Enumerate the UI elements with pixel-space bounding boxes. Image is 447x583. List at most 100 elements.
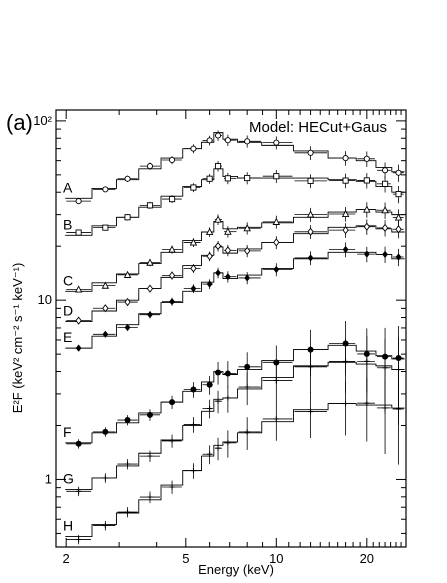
data-point bbox=[224, 227, 232, 235]
series-F: F bbox=[63, 320, 405, 449]
data-point bbox=[244, 274, 251, 282]
x-tick-label: 5 bbox=[182, 551, 189, 566]
data-point bbox=[214, 163, 222, 170]
data-point bbox=[395, 191, 402, 198]
data-point bbox=[102, 224, 109, 231]
data-point bbox=[244, 246, 251, 256]
data-point bbox=[244, 138, 251, 145]
data-point bbox=[75, 229, 82, 236]
series-G: G bbox=[63, 335, 405, 497]
axes-layer: 2 5 10 20 1 10 10² bbox=[33, 110, 407, 566]
data-point bbox=[168, 245, 176, 253]
data-point bbox=[190, 284, 197, 293]
data-point bbox=[147, 311, 153, 319]
data-point bbox=[382, 250, 388, 259]
model-step-line bbox=[65, 403, 405, 538]
data-point bbox=[214, 215, 222, 223]
data-point bbox=[395, 253, 402, 261]
data-point bbox=[272, 217, 281, 225]
data-point bbox=[394, 213, 403, 221]
data-point bbox=[306, 210, 315, 218]
data-point bbox=[124, 175, 131, 182]
data-point bbox=[341, 209, 350, 218]
model-step-line bbox=[65, 209, 405, 292]
series-label: E bbox=[63, 329, 72, 345]
x-tick-label: 20 bbox=[360, 551, 374, 566]
data-point bbox=[243, 224, 251, 232]
data-point bbox=[190, 184, 197, 191]
data-point bbox=[102, 186, 109, 193]
plot-frame bbox=[55, 109, 407, 548]
data-point bbox=[75, 440, 82, 447]
data-point bbox=[273, 265, 280, 274]
data-point bbox=[75, 344, 82, 352]
data-point bbox=[395, 169, 402, 176]
data-point bbox=[363, 205, 371, 213]
model-step-line bbox=[65, 344, 405, 444]
x-tick-label: 2 bbox=[63, 551, 70, 566]
data-point bbox=[206, 252, 213, 261]
series-label: B bbox=[63, 216, 72, 232]
data-point bbox=[146, 163, 154, 170]
data-point bbox=[169, 196, 176, 203]
data-point bbox=[124, 323, 131, 332]
data-point bbox=[101, 281, 110, 289]
data-point bbox=[273, 359, 280, 366]
data-point bbox=[342, 225, 349, 235]
data-point bbox=[214, 241, 222, 251]
data-point bbox=[395, 225, 402, 234]
data-point bbox=[215, 369, 222, 376]
series-C: C bbox=[63, 202, 405, 293]
data-point bbox=[244, 363, 251, 370]
data-point bbox=[307, 254, 314, 262]
series-D: D bbox=[63, 219, 405, 325]
data-point bbox=[381, 206, 389, 214]
data-point bbox=[102, 304, 109, 313]
data-point bbox=[224, 246, 232, 255]
data-point bbox=[169, 298, 175, 306]
data-point bbox=[168, 271, 176, 280]
data-point bbox=[169, 156, 176, 164]
data-point bbox=[189, 238, 198, 246]
y-tick-label: 10² bbox=[33, 113, 52, 128]
data-point bbox=[307, 227, 314, 236]
data-point bbox=[273, 238, 280, 247]
data-point bbox=[224, 273, 231, 281]
data-point bbox=[205, 227, 214, 236]
series-B: B bbox=[63, 161, 405, 236]
series-layer: A B CDE F G H bbox=[63, 130, 405, 545]
data-point bbox=[382, 167, 389, 174]
data-point bbox=[190, 145, 197, 152]
x-axis-label: Energy (keV) bbox=[198, 562, 274, 577]
data-point bbox=[381, 223, 389, 233]
data-point bbox=[169, 399, 176, 406]
data-point bbox=[146, 258, 154, 266]
panel-label: (a) bbox=[6, 110, 33, 135]
data-point bbox=[307, 149, 314, 156]
data-point bbox=[224, 175, 231, 182]
y-tick-label: 1 bbox=[45, 471, 52, 486]
data-point bbox=[190, 386, 197, 393]
data-point bbox=[75, 198, 82, 205]
data-point bbox=[273, 139, 280, 146]
data-point bbox=[307, 177, 314, 184]
data-point bbox=[124, 214, 131, 221]
data-point bbox=[363, 155, 370, 162]
data-point bbox=[342, 155, 349, 162]
data-point bbox=[146, 284, 154, 293]
series-A: A bbox=[63, 130, 405, 205]
model-step-line bbox=[65, 168, 405, 236]
data-point bbox=[75, 316, 82, 325]
data-point bbox=[102, 330, 109, 338]
model-step-line bbox=[65, 361, 405, 490]
data-point bbox=[74, 285, 83, 293]
data-point bbox=[215, 269, 221, 277]
data-point bbox=[206, 137, 213, 144]
data-point bbox=[124, 417, 131, 424]
model-step-line bbox=[65, 225, 405, 322]
series-label: A bbox=[63, 179, 73, 195]
data-point bbox=[146, 202, 154, 209]
data-point bbox=[123, 270, 132, 278]
data-point bbox=[363, 222, 370, 231]
